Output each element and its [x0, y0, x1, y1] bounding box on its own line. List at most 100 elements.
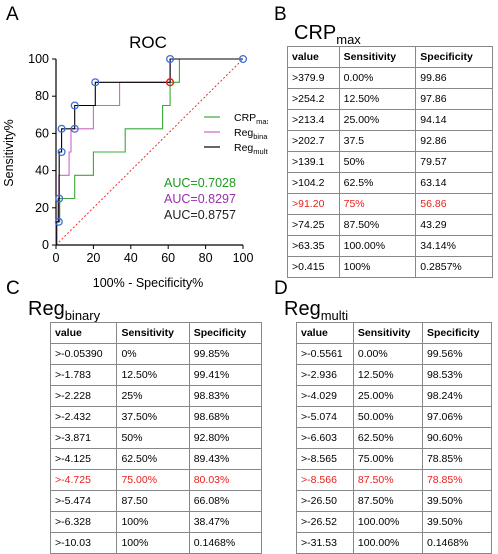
table-row: >91.20 75% 56.86	[287, 193, 493, 215]
y-tick-label: 20	[35, 201, 49, 215]
table-row: >0.415 100% 0.2857%	[287, 256, 493, 278]
table-row: >-2.936 12.50% 98.53%	[296, 364, 493, 386]
table-cell: 87.50%	[338, 214, 417, 236]
table-header-row: value Sensitivity Specificity	[49, 322, 263, 344]
table-cell: 0%	[116, 343, 190, 365]
x-axis-label: 100% - Specificity%	[93, 276, 203, 290]
table-cell: 75%	[338, 193, 417, 215]
table-cell: 25.00%	[338, 109, 417, 131]
table-row: >-10.03 100% 0.1468%	[49, 532, 263, 554]
table-cell: >-0.05390	[49, 343, 118, 365]
table-row: >139.1 50% 79.57	[287, 151, 493, 173]
table-cell: 79.57	[415, 151, 493, 173]
table-row: >213.4 25.00% 94.14	[287, 109, 493, 131]
panel-letter-c: C	[6, 278, 20, 299]
crp-table: value Sensitivity Specificity >379.9 0.00% 99…	[287, 46, 493, 278]
table-cell: 39.50%	[421, 490, 493, 512]
table-cell: 0.2857%	[415, 256, 493, 278]
table-cell: >-4.029	[296, 385, 354, 407]
table-cell: >91.20	[287, 193, 340, 215]
legend-label: CRPmax	[234, 112, 268, 126]
table-header-row: value Sensitivity Specificity	[296, 322, 493, 344]
table-cell: 62.50%	[116, 448, 190, 470]
y-tick-label: 40	[35, 164, 49, 178]
table-cell: 75.00%	[116, 469, 190, 491]
roc-point-marker	[70, 124, 79, 133]
x-tick-label: 80	[199, 251, 213, 265]
table-cell: >-26.52	[296, 511, 354, 533]
multi-table: value Sensitivity Specificity >-0.5561 0.00%…	[296, 322, 493, 554]
table-cell: >104.2	[287, 172, 340, 194]
table-cell: 25.00%	[352, 385, 423, 407]
column-header: Sensitivity	[352, 322, 423, 344]
table-row: >-2.228 25% 98.83%	[49, 385, 263, 407]
x-tick-label: 100	[233, 251, 254, 265]
table-cell: >-2.228	[49, 385, 118, 407]
panel-letter-b: B	[274, 4, 287, 25]
table-cell: 39.50%	[421, 511, 493, 533]
table-cell: 0.1468%	[421, 532, 493, 554]
roc-chart: ROC Sensitivity% 100% - Specificity% 0 20…	[2, 33, 268, 290]
table-cell: 50%	[116, 427, 190, 449]
table-cell: 25%	[116, 385, 190, 407]
roc-point-marker	[91, 78, 100, 87]
table-cell: 43.29	[415, 214, 493, 236]
table-row: >-31.53 100.00% 0.1468%	[296, 532, 493, 554]
table-cell: 37.5	[338, 130, 417, 152]
table-cell: 90.60%	[421, 427, 493, 449]
column-header: Specificity	[421, 322, 493, 344]
table-cell: 12.50%	[338, 88, 417, 110]
table-cell: 62.50%	[352, 427, 423, 449]
binary-table-title: Regbinary	[28, 298, 100, 323]
table-cell: >-8.566	[296, 469, 354, 491]
table-row: >-4.029 25.00% 98.24%	[296, 385, 493, 407]
table-cell: >202.7	[287, 130, 340, 152]
table-cell: >379.9	[287, 67, 340, 89]
table-cell: 100%	[116, 532, 190, 554]
table-cell: 34.14%	[415, 235, 493, 257]
table-cell: >-6.328	[49, 511, 118, 533]
table-cell: 38.47%	[188, 511, 263, 533]
table-row: >-8.566 87.50% 78.85%	[296, 469, 493, 491]
binary-title-sub: binary	[64, 308, 101, 323]
table-cell: 100%	[338, 256, 417, 278]
roc-point-marker	[57, 147, 66, 157]
table-cell: 87.50	[116, 490, 190, 512]
table-cell: 66.08%	[188, 490, 263, 512]
table-cell: 92.86	[415, 130, 493, 152]
table-cell: >-1.783	[49, 364, 118, 386]
table-cell: 98.53%	[421, 364, 493, 386]
y-tick-label: 60	[35, 126, 49, 140]
table-cell: 98.68%	[188, 406, 263, 428]
column-header: Sensitivity	[116, 322, 190, 344]
table-cell: >254.2	[287, 88, 340, 110]
roc-point-marker	[55, 194, 64, 203]
table-row: >-0.5561 0.00% 99.56%	[296, 343, 493, 365]
table-cell: >-10.03	[49, 532, 118, 554]
table-cell: 100.00%	[352, 511, 423, 533]
table-row: >254.2 12.50% 97.86	[287, 88, 493, 110]
roc-point-marker	[238, 54, 248, 64]
column-header: Specificity	[188, 322, 263, 344]
table-row: >-5.074 50.00% 97.06%	[296, 406, 493, 428]
table-cell: 98.83%	[188, 385, 263, 407]
chart-title: ROC	[129, 33, 167, 52]
binary-title-main: Reg	[28, 298, 65, 320]
x-tick-label: 0	[53, 251, 60, 265]
table-cell: 37.50%	[116, 406, 190, 428]
table-row: >74.25 87.50% 43.29	[287, 214, 493, 236]
table-cell: 100.00%	[338, 235, 417, 257]
column-header: Sensitivity	[338, 46, 417, 68]
table-cell: >63.35	[287, 235, 340, 257]
table-cell: 99.85%	[188, 343, 263, 365]
table-cell: >213.4	[287, 109, 340, 131]
table-cell: 78.85%	[421, 448, 493, 470]
roc-line-reg-multi	[56, 58, 243, 246]
table-cell: 0.00%	[352, 343, 423, 365]
table-cell: 87.50%	[352, 490, 423, 512]
table-cell: 56.86	[415, 193, 493, 215]
table-row: >-5.474 87.50 66.08%	[49, 490, 263, 512]
roc-point-marker	[70, 101, 79, 110]
table-row: >104.2 62.5% 63.14	[287, 172, 493, 194]
table-cell: 97.06%	[421, 406, 493, 428]
